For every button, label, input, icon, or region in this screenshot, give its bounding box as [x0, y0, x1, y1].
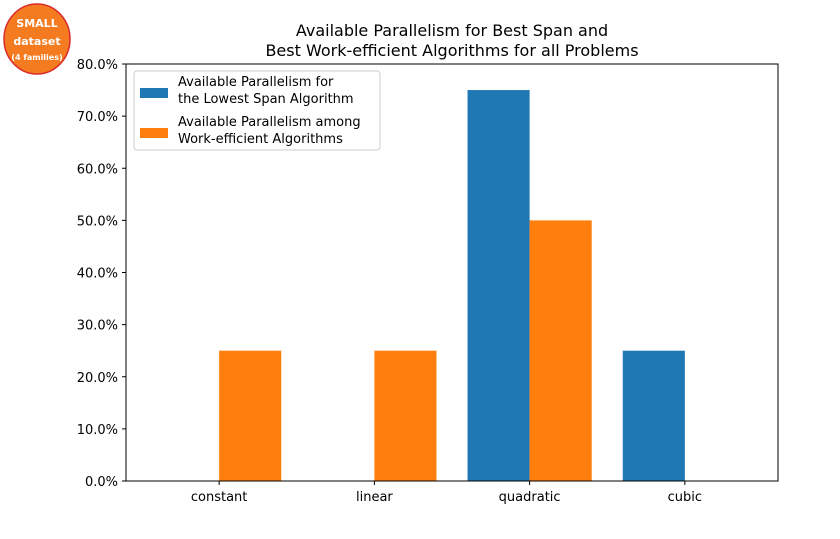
badge-circle [3, 3, 71, 75]
y-tick-label: 10.0% [77, 423, 118, 438]
badge-line-2: dataset [13, 35, 60, 48]
bar-series-2-constant [219, 350, 282, 481]
y-tick-label: 80.0% [77, 58, 118, 73]
y-tick-label: 60.0% [77, 162, 118, 177]
badge-line-3: (4 families) [11, 53, 62, 62]
legend-swatch-2 [140, 128, 168, 138]
legend-label-1-line-2: the Lowest Span Algorithm [178, 92, 354, 107]
legend-label-2-line-2: Work-efficient Algorithms [178, 132, 343, 147]
y-tick-label: 70.0% [77, 110, 118, 125]
x-tick-label-quadratic: quadratic [499, 490, 561, 505]
legend-swatch-1 [140, 88, 168, 98]
y-tick-label: 30.0% [77, 319, 118, 334]
chart-title-line-2: Best Work-efficient Algorithms for all P… [265, 41, 638, 60]
chart-title-line-1: Available Parallelism for Best Span and [296, 21, 608, 40]
y-tick-label: 20.0% [77, 371, 118, 386]
x-tick-label-linear: linear [356, 490, 393, 505]
y-tick-label: 40.0% [77, 267, 118, 282]
y-tick-label: 0.0% [85, 475, 118, 490]
bar-series-1-quadratic [467, 90, 530, 481]
badge-line-1: SMALL [16, 17, 57, 30]
dataset-badge: SMALL dataset (4 families) [3, 3, 71, 75]
x-tick-label-constant: constant [191, 490, 248, 505]
legend-label-2-line-1: Available Parallelism among [178, 115, 361, 130]
x-tick-label-cubic: cubic [668, 490, 702, 505]
bar-series-2-linear [374, 350, 437, 481]
bar-series-2-quadratic [529, 220, 592, 481]
bar-series-1-cubic [622, 350, 685, 481]
y-tick-label: 50.0% [77, 214, 118, 229]
legend-box [133, 70, 381, 151]
legend-label-1-line-1: Available Parallelism for [178, 75, 334, 90]
